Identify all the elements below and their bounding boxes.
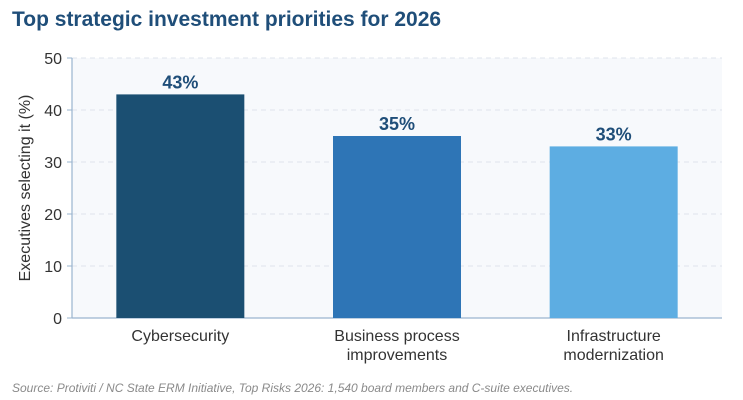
x-tick-label: modernization [563,347,664,364]
x-tick-label: Infrastructure [567,328,661,345]
y-axis-label: Executives selecting it (%) [17,95,34,282]
bar [116,94,245,319]
x-tick-label: Business process [334,328,459,345]
bar-value-label: 43% [162,72,198,92]
y-tick-label: 30 [44,155,62,172]
y-tick-label: 40 [44,103,62,120]
y-tick-label: 0 [53,311,62,328]
bar [549,146,678,318]
y-tick-label: 10 [44,259,62,276]
y-tick-label: 50 [44,51,62,68]
x-tick-label: Cybersecurity [131,328,229,345]
source-note: Source: Protiviti / NC State ERM Initiat… [12,381,574,395]
bar-value-label: 33% [596,124,632,144]
bar [333,136,461,318]
y-tick-label: 20 [44,207,62,224]
chart-title: Top strategic investment priorities for … [12,8,442,31]
x-tick-label: improvements [347,347,447,364]
bar-value-label: 35% [379,114,415,134]
